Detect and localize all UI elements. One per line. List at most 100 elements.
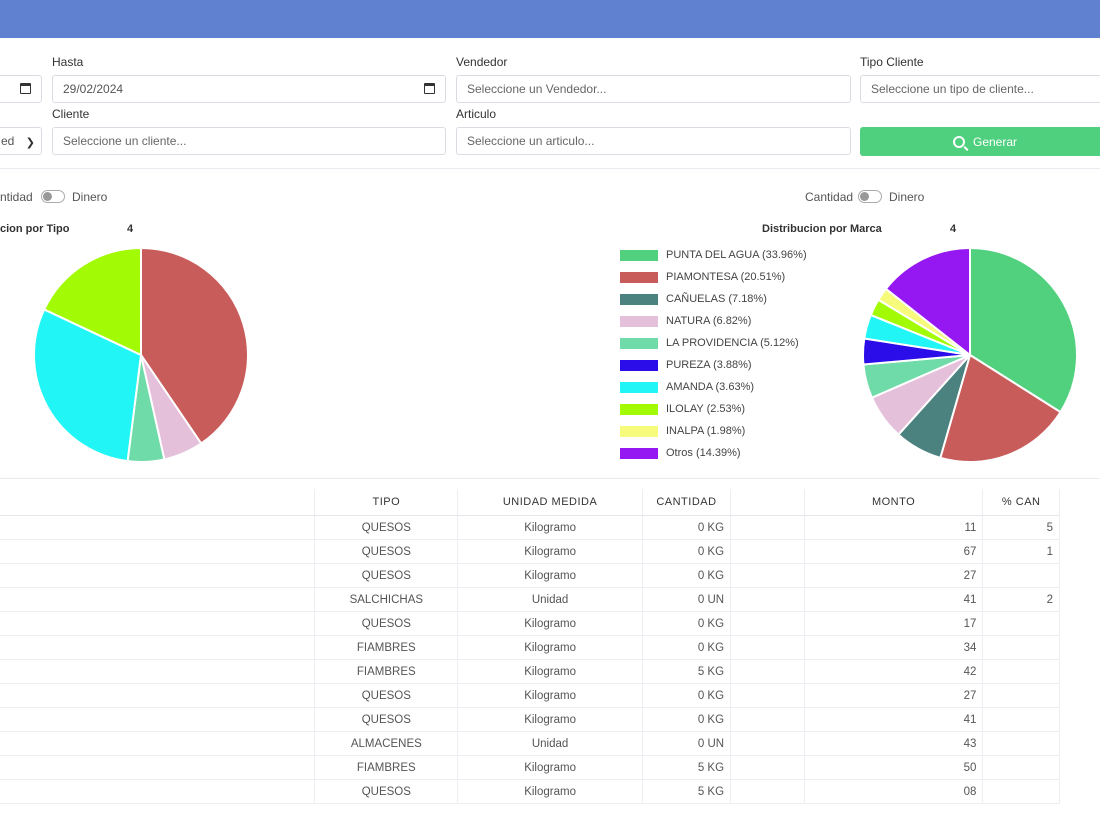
table-cell (0, 563, 316, 588)
pie-slice[interactable] (140, 246, 249, 445)
legend-label: PUNTA DEL AGUA (33.96%) (666, 249, 807, 261)
column-header[interactable]: UNIDAD MEDIDA (457, 489, 643, 516)
table-cell: SALCHICHAS (314, 587, 459, 612)
table-row[interactable]: QUESOS Kilogramo 0 KG 11 5 (0, 515, 1060, 540)
table-cell: Kilogramo (457, 539, 643, 564)
table-cell: FIAMBRES (314, 659, 459, 684)
table-cell (982, 635, 1060, 660)
top-navbar (0, 0, 1100, 38)
table-cell: 0 KG (642, 539, 732, 564)
column-header[interactable]: % CAN (982, 489, 1060, 516)
legend-label: AMANDA (3.63%) (666, 381, 755, 393)
hasta-date-input[interactable]: 29/02/2024 (52, 75, 446, 103)
pie-slice[interactable] (884, 246, 971, 358)
table-cell: Kilogramo (457, 611, 643, 636)
table-row[interactable]: QUESOS Kilogramo 0 KG 27 (0, 563, 1060, 588)
pie-slice[interactable] (33, 308, 143, 463)
table-cell: Kilogramo (457, 515, 643, 540)
table-cell (730, 611, 805, 636)
left-cantidad-dinero-switch[interactable] (41, 190, 65, 203)
legend-swatch (620, 337, 658, 349)
table-cell: FIAMBRES (314, 755, 459, 780)
table-cell: 5 KG (642, 755, 732, 780)
legend-item[interactable]: AMANDA (3.63%) (620, 381, 754, 393)
legend-swatch (620, 359, 658, 371)
pie-slice[interactable] (42, 246, 142, 357)
legend-swatch (620, 271, 658, 283)
table-cell: 5 KG (642, 779, 732, 804)
generar-button[interactable]: Generar (860, 127, 1100, 156)
table-cell: Unidad (457, 587, 643, 612)
legend-swatch (620, 315, 658, 327)
table-cell: Kilogramo (457, 635, 643, 660)
legend-item[interactable]: PUREZA (3.88%) (620, 359, 752, 371)
legend-item[interactable]: Otros (14.39%) (620, 447, 741, 459)
legend-item[interactable]: PIAMONTESA (20.51%) (620, 271, 785, 283)
desde-date-input[interactable] (0, 75, 42, 103)
chart-tipo-title: cion por Tipo (0, 223, 70, 235)
table-cell: QUESOS (314, 611, 459, 636)
chart-tipo-badge: 4 (127, 223, 134, 235)
column-header[interactable]: ULO (0, 489, 316, 516)
articulo-select[interactable]: Seleccione un articulo... (456, 127, 851, 155)
table-cell: Kilogramo (457, 659, 643, 684)
tipo-cliente-label: Tipo Cliente (860, 55, 924, 69)
table-cell: 2 (982, 587, 1060, 612)
calendar-icon[interactable] (424, 83, 435, 94)
chart-marca-badge: 4 (950, 223, 957, 235)
legend-item[interactable]: LA PROVIDENCIA (5.12%) (620, 337, 799, 349)
right-dinero-label: Dinero (889, 190, 925, 204)
column-header[interactable] (730, 489, 805, 516)
table-cell (730, 587, 805, 612)
table-cell: ALMACENES (314, 731, 459, 756)
table-cell: Kilogramo (457, 563, 643, 588)
table-row[interactable]: QUESOS Kilogramo 0 KG 41 (0, 707, 1060, 732)
table-cell (730, 779, 805, 804)
cliente-label: Cliente (52, 107, 90, 121)
table-cell: 34 (804, 635, 984, 660)
table-cell (982, 683, 1060, 708)
articulo-placeholder: Seleccione un articulo... (467, 134, 595, 148)
table-row[interactable]: FIAMBRES Kilogramo 0 KG 34 (0, 635, 1060, 660)
table-cell: 11 (804, 515, 984, 540)
legend-swatch (620, 249, 658, 261)
legend-item[interactable]: CAÑUELAS (7.18%) (620, 293, 767, 305)
pie-slice[interactable] (939, 353, 1062, 463)
pie-chart-tipo (33, 246, 249, 463)
calendar-icon[interactable] (20, 83, 31, 94)
table-row[interactable]: ALMACENES Unidad 0 UN 43 (0, 731, 1060, 756)
legend-item[interactable]: NATURA (6.82%) (620, 315, 751, 327)
divider (0, 168, 1100, 169)
pie-chart-marca (862, 246, 1078, 463)
table-row[interactable]: QUESOS Kilogramo 5 KG 08 (0, 779, 1060, 804)
table-row[interactable]: SALCHICHAS Unidad 0 UN 41 2 (0, 587, 1060, 612)
table-cell: 5 KG (642, 659, 732, 684)
left-select[interactable]: ed ❯ (0, 127, 42, 155)
legend-label: PUREZA (3.88%) (666, 359, 752, 371)
vendedor-select[interactable]: Seleccione un Vendedor... (456, 75, 851, 103)
legend-item[interactable]: INALPA (1.98%) (620, 425, 745, 437)
table-cell (0, 731, 316, 756)
legend-item[interactable]: ILOLAY (2.53%) (620, 403, 745, 415)
vendedor-placeholder: Seleccione un Vendedor... (467, 82, 607, 96)
table-cell: 67 (804, 539, 984, 564)
table-cell (730, 755, 805, 780)
legend-item[interactable]: PUNTA DEL AGUA (33.96%) (620, 249, 807, 261)
table-row[interactable]: QUESOS Kilogramo 0 KG 17 (0, 611, 1060, 636)
table-row[interactable]: FIAMBRES Kilogramo 5 KG 50 (0, 755, 1060, 780)
table-cell: 41 (804, 587, 984, 612)
table-cell: 0 KG (642, 683, 732, 708)
table-row[interactable]: QUESOS Kilogramo 0 KG 27 (0, 683, 1060, 708)
cliente-select[interactable]: Seleccione un cliente... (52, 127, 446, 155)
table-row[interactable]: QUESOS Kilogramo 0 KG 67 1 (0, 539, 1060, 564)
column-header[interactable]: CANTIDAD (642, 489, 732, 516)
legend-label: INALPA (1.98%) (666, 425, 746, 437)
table-body: QUESOS Kilogramo 0 KG 11 5 QUESOS Kilogramo 0 K… (0, 515, 1060, 804)
tipo-cliente-select[interactable]: Seleccione un tipo de cliente... (860, 75, 1100, 103)
table-row[interactable]: FIAMBRES Kilogramo 5 KG 42 (0, 659, 1060, 684)
right-cantidad-dinero-switch[interactable] (858, 190, 882, 203)
table-cell: QUESOS (314, 563, 459, 588)
column-header[interactable]: MONTO (804, 489, 984, 516)
column-header[interactable]: TIPO (314, 489, 459, 516)
